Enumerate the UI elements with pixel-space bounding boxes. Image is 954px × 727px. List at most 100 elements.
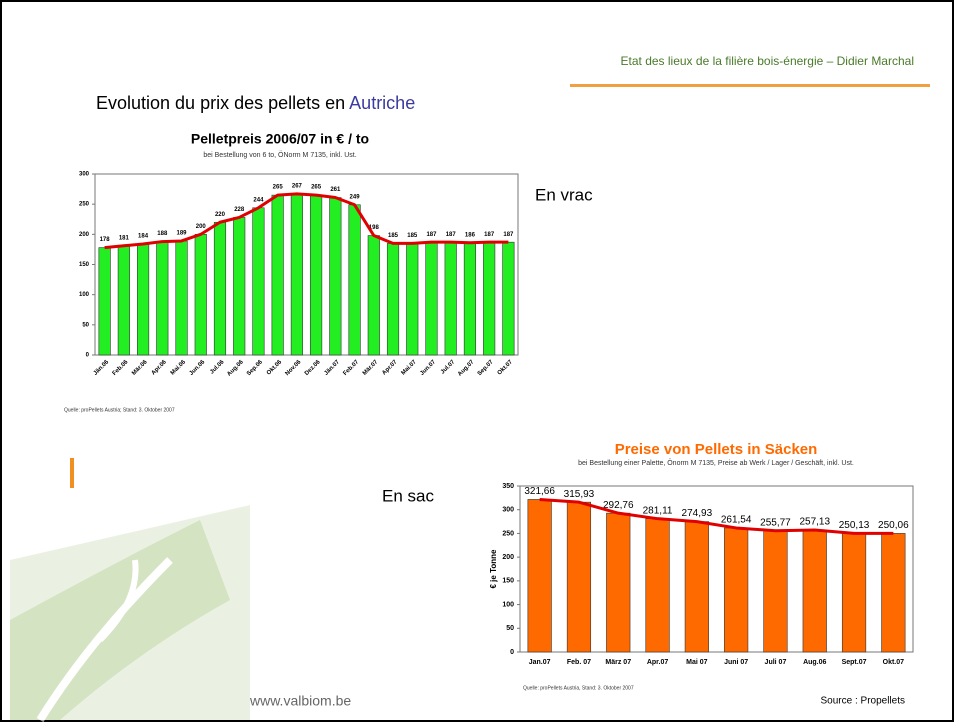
x-tick-label: Feb. 07 bbox=[567, 659, 591, 666]
bar bbox=[646, 519, 670, 652]
x-tick-label: Apr.07 bbox=[647, 659, 669, 666]
y-tick-label: 350 bbox=[502, 483, 514, 490]
bar bbox=[195, 234, 207, 355]
bar bbox=[176, 241, 188, 355]
value-label: 178 bbox=[100, 237, 111, 243]
bar bbox=[724, 528, 748, 652]
bar bbox=[368, 236, 380, 355]
header: Etat des lieux de la filière bois-énergi… bbox=[621, 54, 914, 68]
chart-note: Quelle: proPellets Austria; Stand: 3. Ok… bbox=[64, 407, 175, 413]
y-tick-label: 0 bbox=[510, 649, 514, 656]
value-label: 265 bbox=[311, 185, 322, 191]
chart-subtitle: bei Bestellung von 6 to, ÖNorm M 7135, i… bbox=[203, 151, 356, 159]
value-label: 187 bbox=[484, 232, 495, 238]
value-label: 185 bbox=[407, 233, 418, 239]
value-label: 189 bbox=[177, 231, 188, 237]
bar bbox=[349, 205, 361, 355]
chart-subtitle: bei Bestellung einer Palette, Önorm M 71… bbox=[578, 459, 854, 467]
value-label: 184 bbox=[138, 234, 149, 240]
slide-title: Evolution du prix des pellets en Autrich… bbox=[96, 93, 415, 113]
bar bbox=[214, 222, 226, 355]
bar bbox=[137, 244, 149, 355]
x-tick-label: Okt.07 bbox=[883, 659, 905, 666]
value-label: 220 bbox=[215, 212, 226, 218]
x-tick-label: Mai 07 bbox=[686, 659, 708, 666]
value-label: 244 bbox=[253, 197, 264, 203]
x-tick-label: März 07 bbox=[605, 659, 631, 666]
value-label: 187 bbox=[503, 232, 514, 238]
y-tick-label: 300 bbox=[502, 507, 514, 514]
bar bbox=[483, 242, 495, 355]
value-label: 281,11 bbox=[643, 505, 673, 516]
chart-title: Pelletpreis 2006/07 in € / to bbox=[191, 131, 369, 147]
value-label: 321,66 bbox=[524, 486, 555, 497]
bar bbox=[503, 242, 515, 355]
header-rule bbox=[570, 84, 930, 87]
bar bbox=[685, 522, 709, 652]
value-label: 249 bbox=[350, 194, 361, 200]
bar bbox=[330, 198, 342, 355]
bar bbox=[567, 502, 591, 652]
slide: Etat des lieux de la filière bois-énergi… bbox=[0, 0, 954, 722]
bar bbox=[842, 533, 866, 652]
value-label: 261 bbox=[330, 187, 341, 193]
value-label: 274,93 bbox=[682, 508, 713, 519]
label-bulk: En vrac bbox=[535, 185, 593, 204]
y-tick-label: 50 bbox=[506, 625, 514, 632]
value-label: 257,13 bbox=[799, 517, 830, 528]
website: www.valbiom.be bbox=[249, 693, 351, 709]
accent-bar bbox=[70, 458, 74, 488]
y-tick-label: 200 bbox=[79, 232, 90, 238]
y-tick-label: 50 bbox=[82, 322, 89, 328]
label-bag: En sac bbox=[382, 486, 434, 505]
bar bbox=[606, 513, 630, 652]
value-label: 267 bbox=[292, 183, 303, 189]
y-axis-label: € je Tonne bbox=[489, 549, 498, 589]
bar bbox=[310, 195, 322, 355]
value-label: 200 bbox=[196, 224, 207, 230]
bar bbox=[253, 208, 265, 355]
y-tick-label: 250 bbox=[79, 202, 90, 208]
bar bbox=[464, 243, 476, 355]
bar bbox=[764, 531, 788, 652]
chart-title: Preise von Pellets in Säcken bbox=[615, 441, 818, 458]
y-tick-label: 200 bbox=[502, 554, 514, 561]
value-label: 185 bbox=[388, 233, 399, 239]
x-tick-label: Juli 07 bbox=[765, 659, 787, 666]
x-tick-label: Aug.06 bbox=[803, 659, 826, 666]
y-tick-label: 100 bbox=[502, 601, 514, 608]
bar bbox=[406, 243, 418, 355]
bar bbox=[882, 533, 906, 652]
y-tick-label: 150 bbox=[79, 262, 90, 268]
value-label: 250,06 bbox=[878, 520, 909, 531]
x-tick-label: Sept.07 bbox=[842, 659, 867, 666]
bar bbox=[803, 530, 827, 652]
bar bbox=[99, 248, 111, 355]
value-label: 181 bbox=[119, 235, 130, 241]
bar bbox=[387, 243, 399, 355]
x-tick-label: Jan.07 bbox=[529, 659, 551, 666]
source: Source : Propellets bbox=[821, 696, 906, 707]
y-tick-label: 100 bbox=[79, 292, 90, 298]
value-label: 265 bbox=[273, 185, 284, 191]
y-tick-label: 250 bbox=[502, 530, 514, 537]
value-label: 250,13 bbox=[839, 520, 870, 531]
bar bbox=[528, 499, 552, 652]
value-label: 255,77 bbox=[760, 517, 791, 528]
value-label: 228 bbox=[234, 207, 245, 213]
value-label: 187 bbox=[446, 232, 457, 238]
bar bbox=[426, 242, 438, 355]
y-tick-label: 300 bbox=[79, 172, 90, 178]
bar bbox=[233, 217, 245, 355]
value-label: 261,54 bbox=[721, 515, 752, 526]
title-text: Evolution du prix des pellets en bbox=[96, 93, 349, 113]
chart-note: Quelle: proPellets Austria, Stand: 3. Ok… bbox=[523, 685, 634, 691]
value-label: 187 bbox=[426, 232, 437, 238]
y-tick-label: 150 bbox=[502, 578, 514, 585]
title-country: Autriche bbox=[349, 93, 415, 113]
x-tick-label: Juni 07 bbox=[724, 659, 748, 666]
bar bbox=[291, 194, 303, 355]
bar bbox=[445, 242, 457, 355]
bar bbox=[118, 246, 130, 355]
bar bbox=[157, 242, 169, 355]
